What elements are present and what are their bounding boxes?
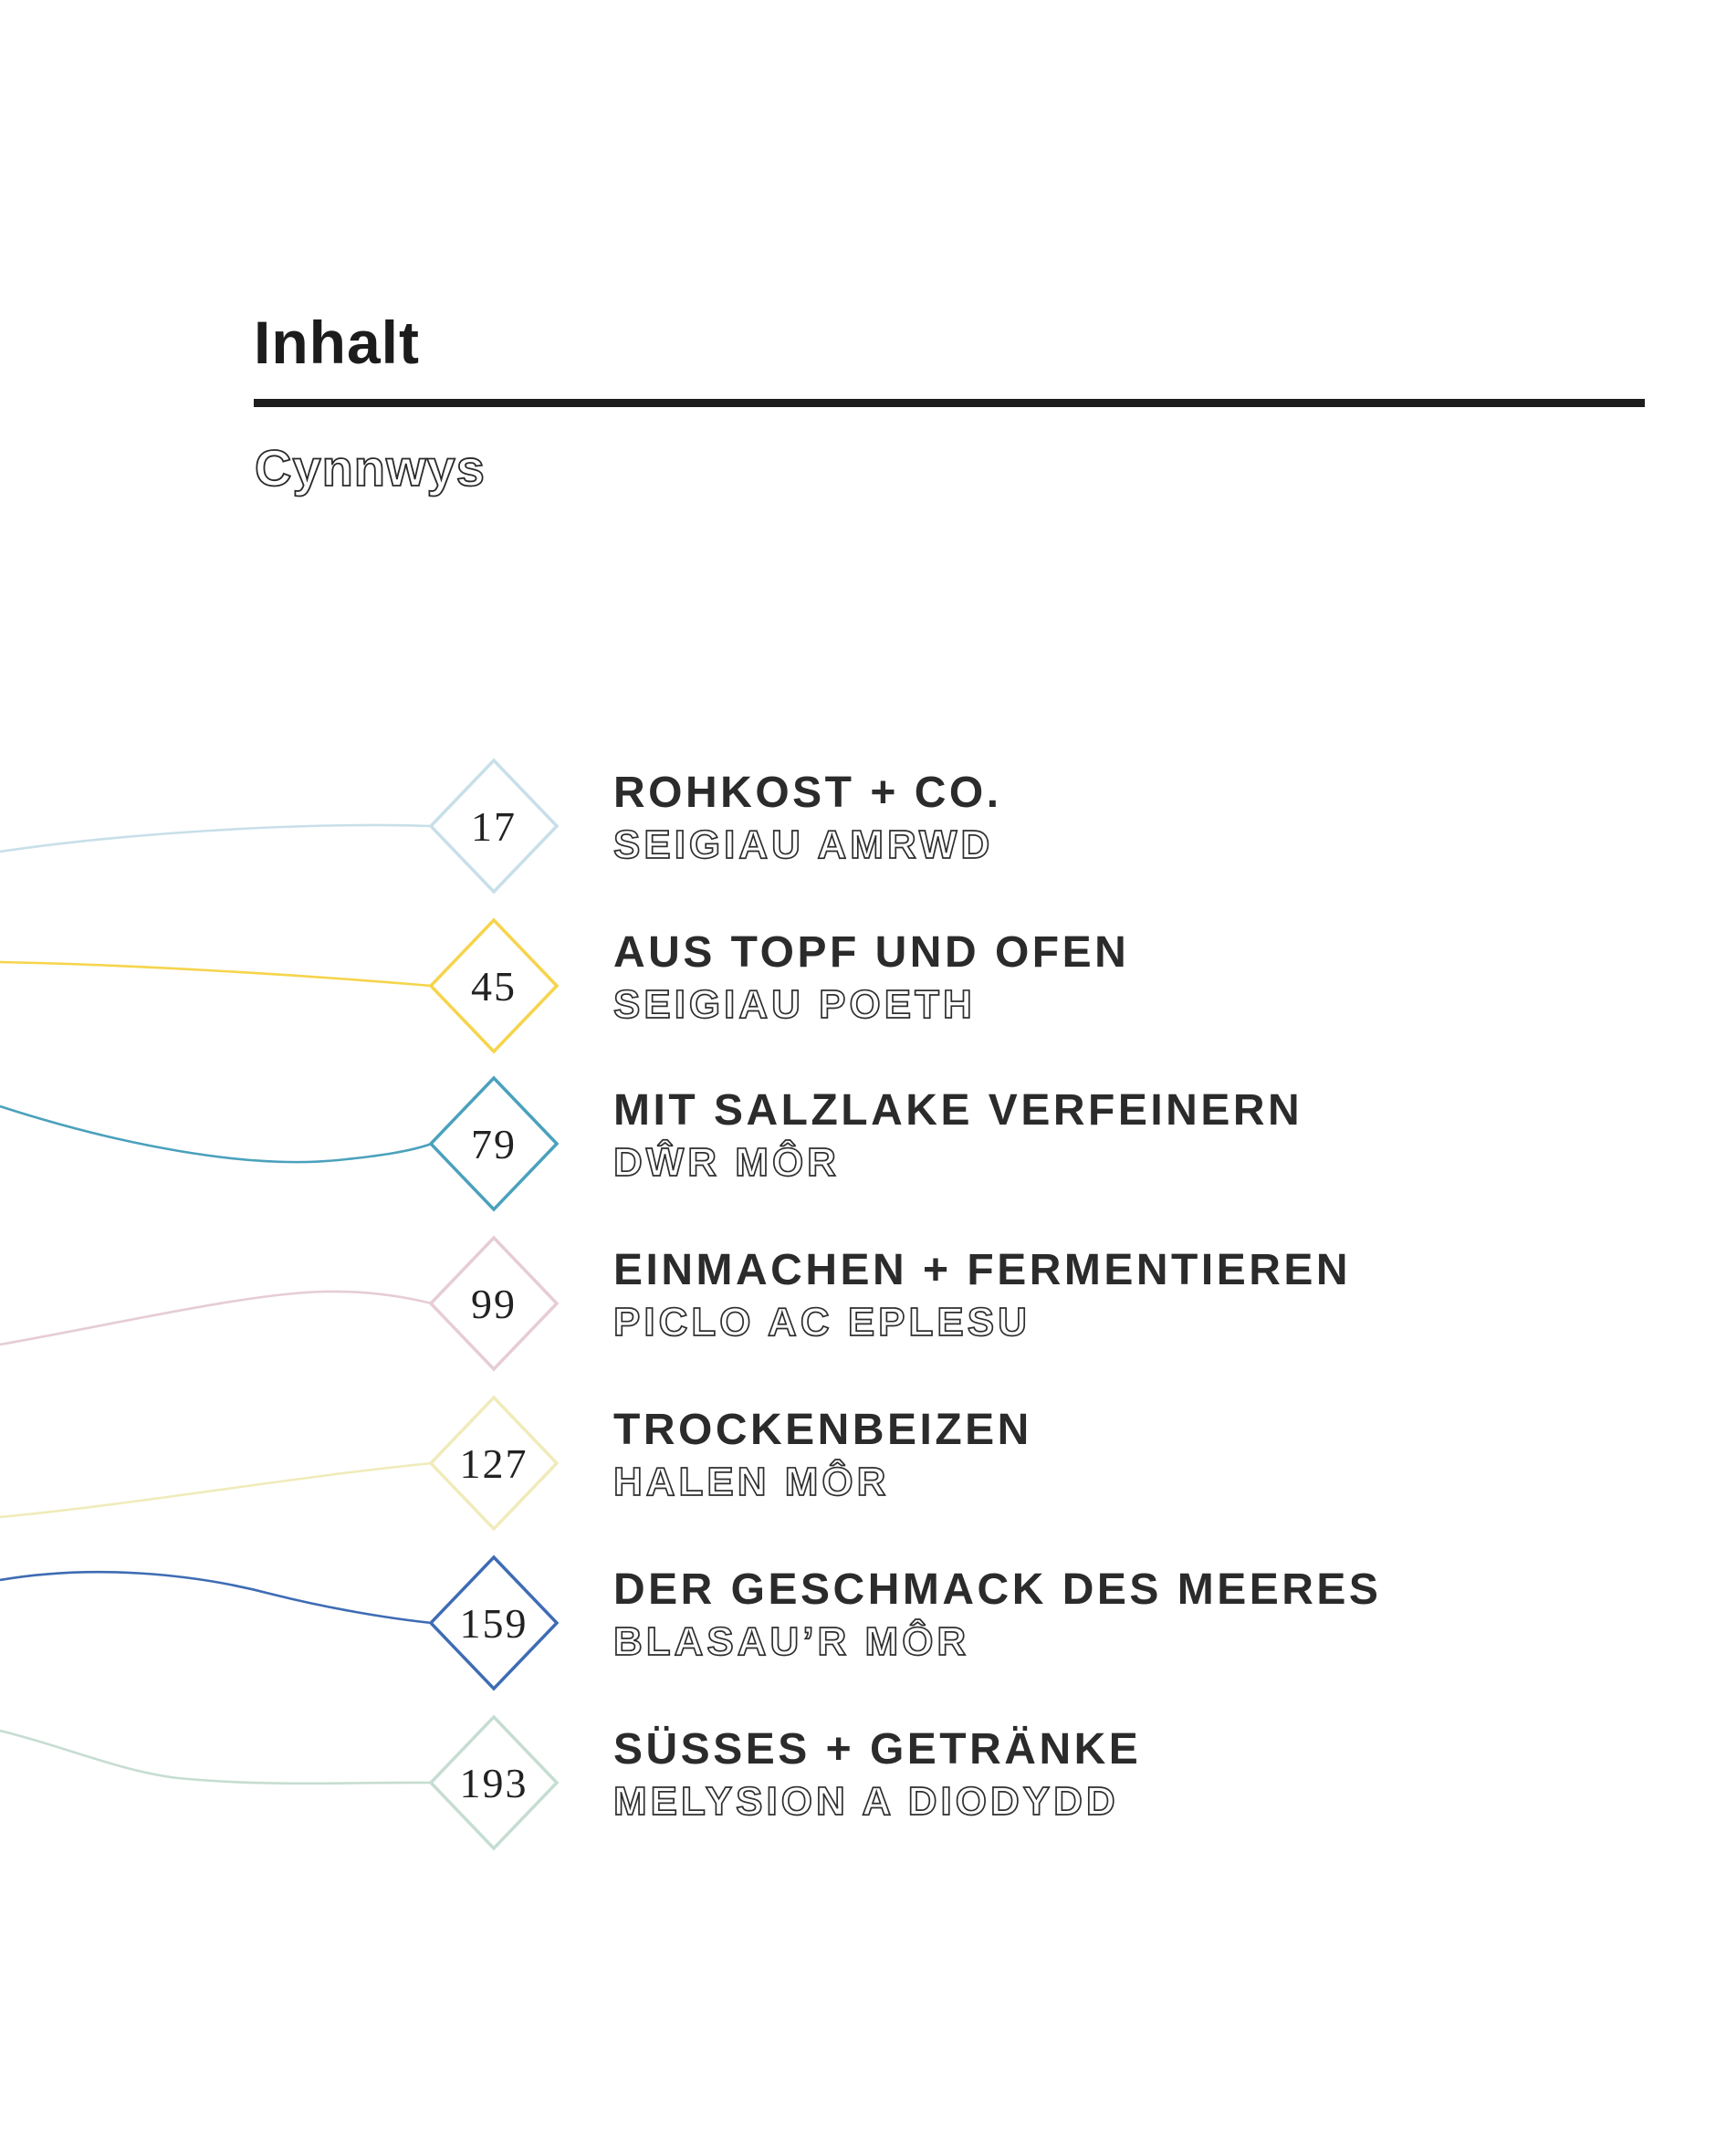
chapter-diamond <box>428 1075 560 1212</box>
toc-entry-diagram <box>0 1075 560 1212</box>
toc-entry: TROCKENBEIZEN HALEN MÔR <box>612 1406 1032 1504</box>
page-number-badge: 17 <box>471 802 517 850</box>
chapter-diamond <box>428 917 560 1054</box>
chapter-diamond <box>428 1235 560 1372</box>
toc-entry-diagram <box>0 917 560 1054</box>
toc-entry: ROHKOST + CO. SEIGIAU AMRWD <box>612 769 1002 867</box>
toc-entry-diagram <box>0 758 560 895</box>
connector-line <box>0 1461 433 1519</box>
toc-entry: AUS TOPF UND OFEN SEIGIAU POETH <box>612 928 1130 1027</box>
page-number-badge: 127 <box>459 1439 528 1487</box>
chapter-title: EINMACHEN + FERMENTIEREN <box>613 1246 1352 1294</box>
chapter-subtitle: MELYSION A DIODYDD <box>612 1779 1119 1824</box>
toc-entry: DER GESCHMACK DES MEERES BLASAU’R MÔR <box>612 1565 1382 1664</box>
toc-entry: SÜSSES + GETRÄNKE MELYSION A DIODYDD <box>612 1725 1142 1824</box>
connector-line <box>0 1729 433 1785</box>
chapter-title: SÜSSES + GETRÄNKE <box>613 1725 1142 1774</box>
connector-line <box>0 823 433 853</box>
chapter-diamond <box>428 1395 560 1532</box>
chapter-subtitle: SEIGIAU POETH <box>612 982 976 1027</box>
toc-entry: MIT SALZLAKE VERFEINERN DŴR MÔR <box>612 1086 1303 1185</box>
chapter-title: TROCKENBEIZEN <box>613 1406 1032 1454</box>
chapter-title: MIT SALZLAKE VERFEINERN <box>613 1086 1303 1135</box>
chapter-diamond <box>428 758 560 895</box>
toc-entry-diagram <box>0 1714 560 1851</box>
chapter-subtitle: PICLO AC EPLESU <box>612 1300 1031 1345</box>
toc-entry-diagram <box>0 1235 560 1372</box>
page-number-badge: 45 <box>471 962 517 1010</box>
connector-line <box>0 1290 433 1346</box>
connector-line <box>0 1570 433 1625</box>
title-rule <box>254 399 1645 407</box>
page-number-badge: 99 <box>471 1280 517 1327</box>
chapter-title: ROHKOST + CO. <box>613 769 1002 817</box>
page-title: Inhalt <box>254 309 420 376</box>
chapter-title: DER GESCHMACK DES MEERES <box>613 1565 1382 1614</box>
chapter-title: AUS TOPF UND OFEN <box>613 928 1130 977</box>
chapter-diamond <box>428 1554 560 1691</box>
chapter-subtitle: DŴR MÔR <box>612 1140 840 1185</box>
connector-line <box>0 960 433 988</box>
page-number-badge: 159 <box>459 1599 528 1647</box>
toc-entry-diagram <box>0 1554 560 1691</box>
chapter-diamond <box>428 1714 560 1851</box>
page-number-badge: 79 <box>471 1120 517 1167</box>
toc-entry-diagram <box>0 1395 560 1532</box>
page-subtitle-welsh: Cynnwys <box>254 439 486 497</box>
connector-line <box>0 1104 433 1164</box>
chapter-subtitle: SEIGIAU AMRWD <box>612 822 994 867</box>
chapter-subtitle: BLASAU’R MÔR <box>612 1619 970 1664</box>
chapter-subtitle: HALEN MÔR <box>612 1460 890 1504</box>
toc-entry: EINMACHEN + FERMENTIEREN PICLO AC EPLESU <box>612 1246 1352 1345</box>
page-number-badge: 193 <box>459 1759 528 1806</box>
